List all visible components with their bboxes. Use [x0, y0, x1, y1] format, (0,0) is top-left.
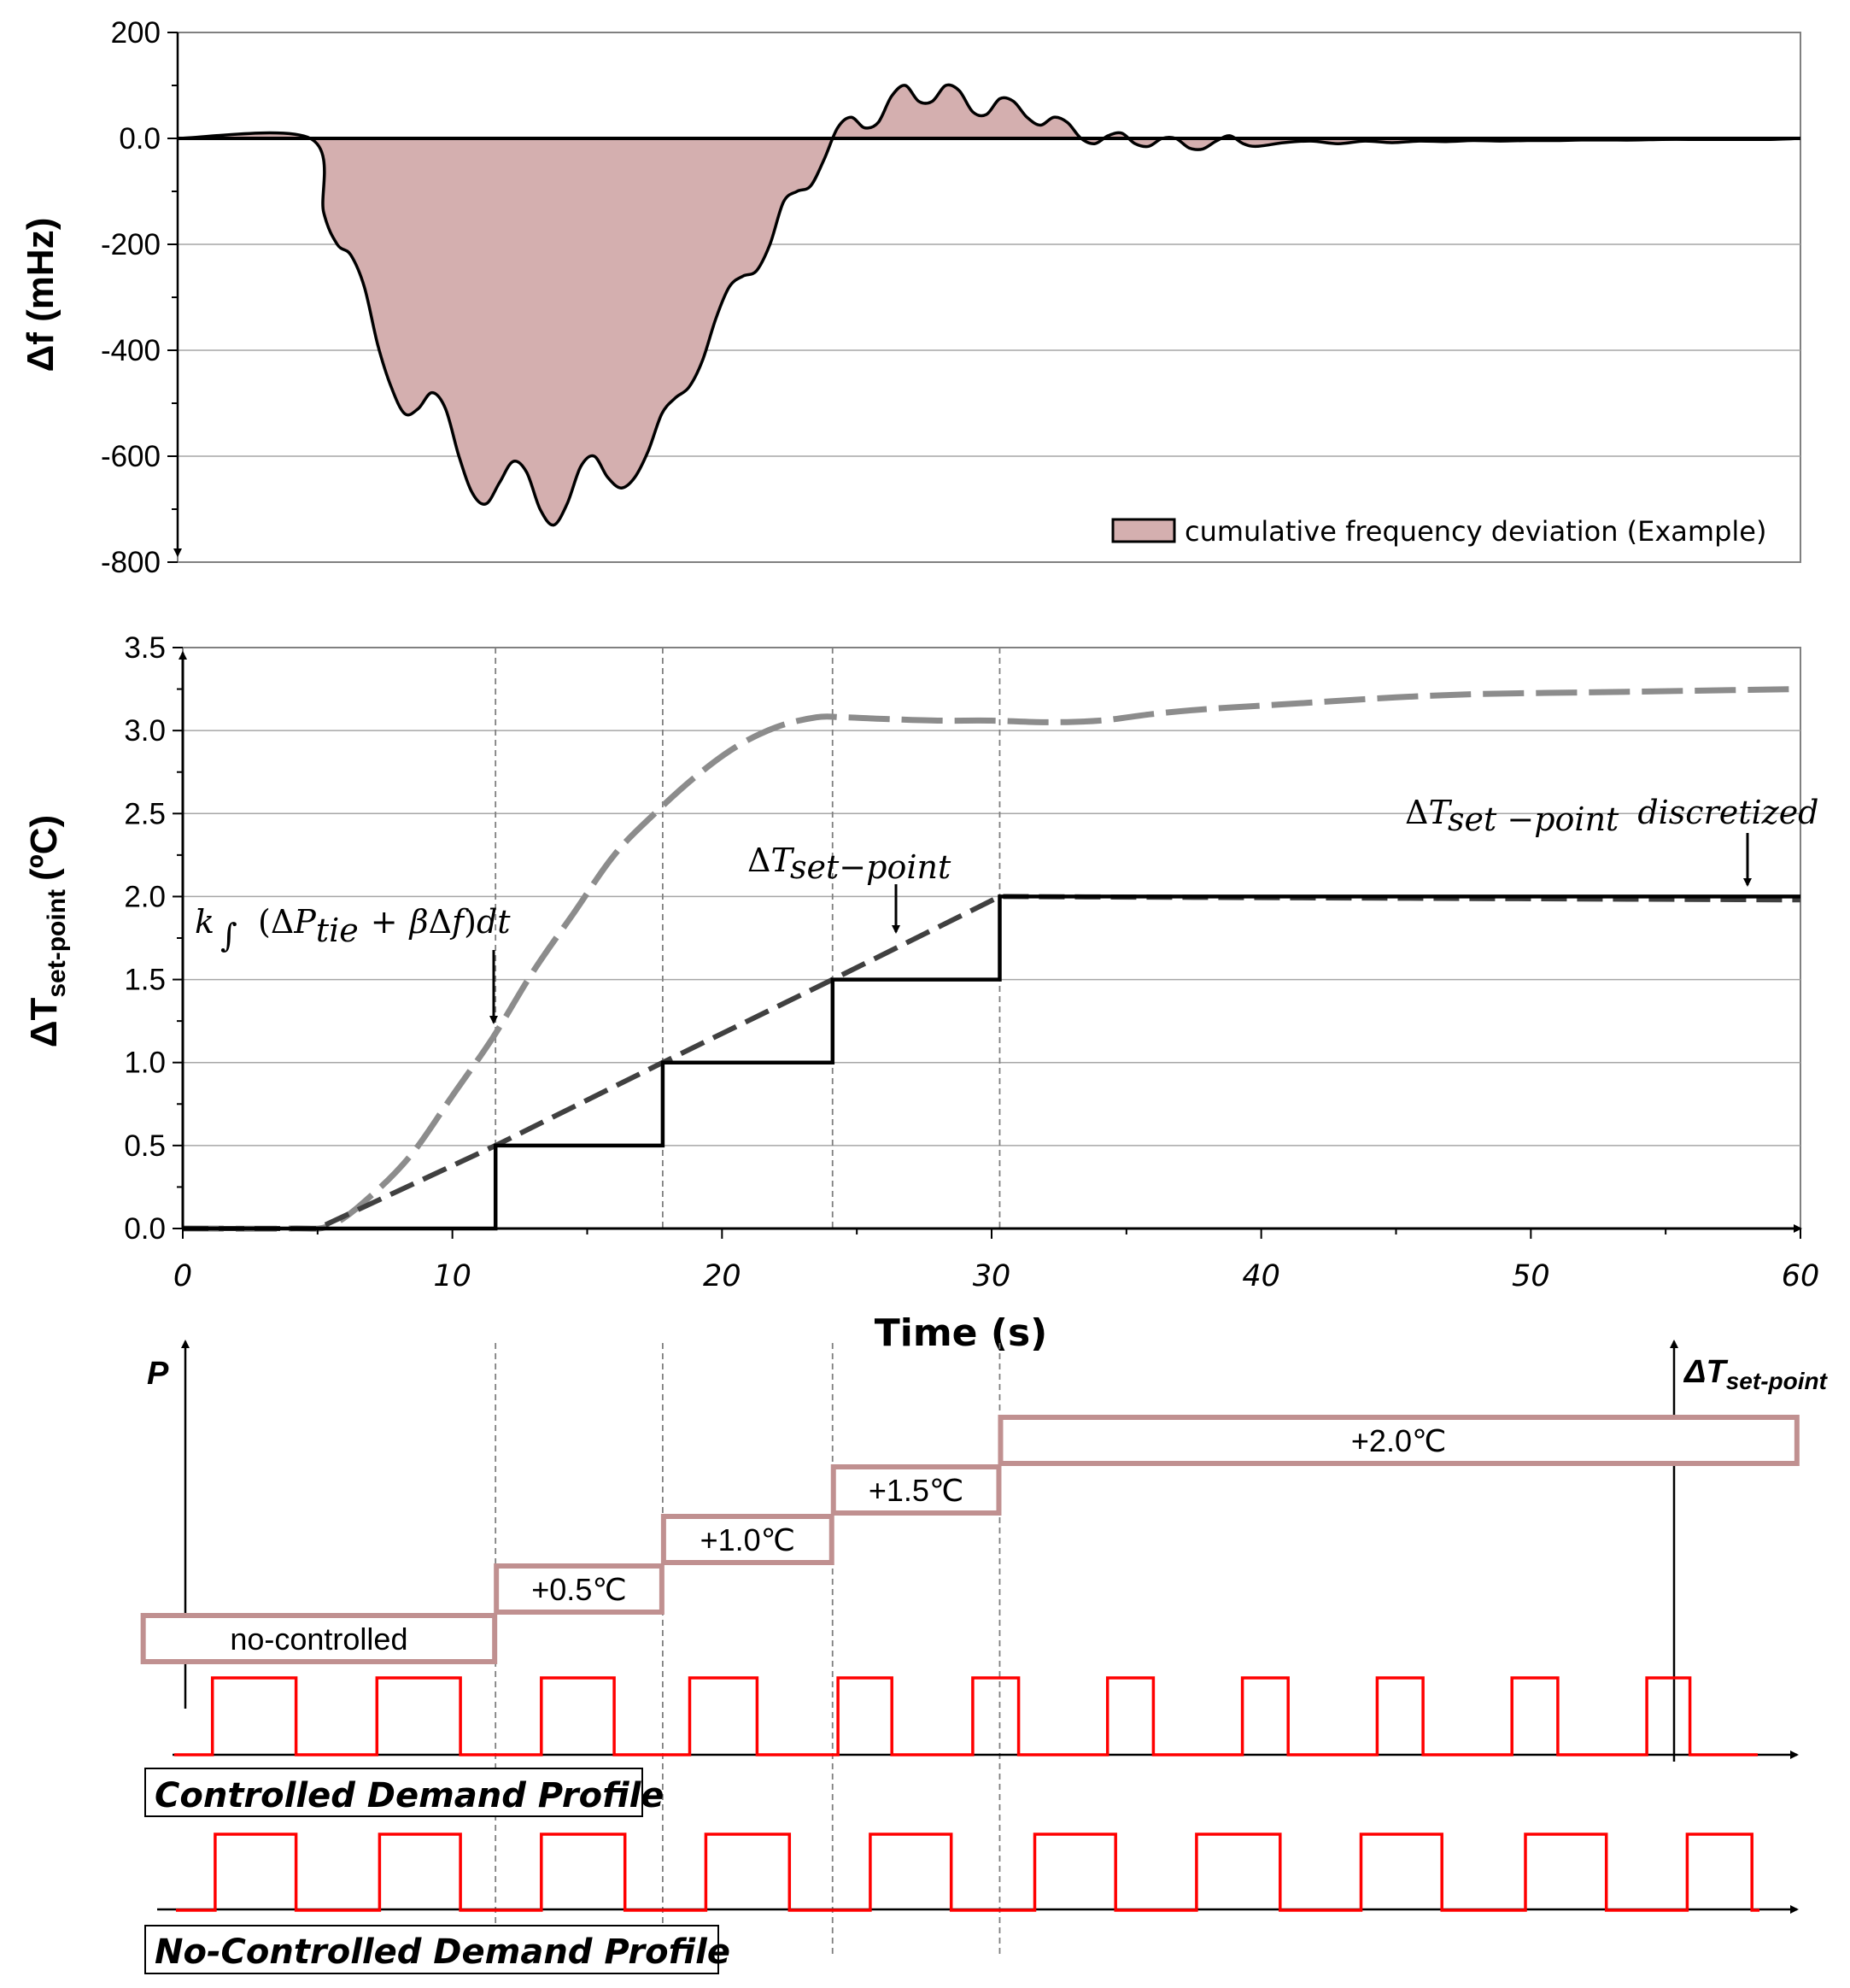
setpoint-level-box: [830, 1464, 1002, 1516]
middle-y-tick-label: 3.0: [124, 714, 166, 748]
setpoint-level-label: +1.5℃: [869, 1473, 964, 1508]
middle-gridlines: [183, 730, 1800, 1146]
top-legend: cumulative frequency deviation (Example): [1111, 515, 1766, 548]
dt-setpoint-axis-label: ΔTset-point: [1683, 1354, 1829, 1394]
top-y-tick-label: -200: [101, 228, 161, 261]
demand-step-time-lines: [495, 1343, 1001, 1956]
svg-text:(ΔPtie+βΔf)dt: (ΔPtie + βΔf)dt: [258, 903, 511, 949]
top-y-tick-label: -800: [101, 546, 161, 579]
no-controlled-profile-label-box: No-Controlled Demand Profile: [144, 1925, 730, 1974]
setpoint-level-box: [998, 1415, 1800, 1466]
middle-x-tick-label: 60: [1782, 1259, 1820, 1293]
frequency-deviation-area: [178, 85, 1800, 525]
controlled-profile-label-box: Controlled Demand Profile: [144, 1768, 664, 1817]
no-controlled-demand-pulses: [176, 1833, 1759, 1912]
discretized-step-series: [183, 894, 1800, 1231]
setpoint-annotation: ΔTset−point: [747, 842, 951, 934]
top-y-axis-label: Δf (mHz): [20, 218, 61, 372]
legend-label: cumulative frequency deviation (Example): [1185, 515, 1766, 548]
legend-swatch: [1111, 518, 1176, 543]
middle-x-axis-label: Time (s): [875, 1311, 1048, 1355]
middle-x-tick-label: 0: [173, 1259, 192, 1293]
setpoint-level-label: +1.0℃: [700, 1522, 796, 1557]
no-controlled-profile-label: No-Controlled Demand Profile: [155, 1932, 730, 1972]
discretized-annotation: ΔTset −point discretized: [1405, 794, 1819, 887]
top-y-tick-label: 0.0: [119, 122, 161, 155]
top-y-tick-label: 200: [111, 16, 161, 50]
setpoint-level-box: [660, 1514, 834, 1565]
middle-x-tick-label: 50: [1512, 1259, 1550, 1293]
middle-step-time-lines: [495, 648, 1001, 1229]
top-y-tick-label: -600: [101, 440, 161, 473]
setpoint-level-box: [494, 1563, 664, 1615]
top-y-tick-label: -400: [101, 334, 161, 367]
middle-y-axis-label: ΔTset-point(ºC): [23, 815, 71, 1047]
top-y-ticks: 200 0.0 -200 -400 -600 -800: [101, 16, 178, 579]
middle-chart: 0.0 0.5 1.0 1.5 2.0 2.5 3.0 3.5 0 10 20 30 40 50 60 Δ…: [23, 631, 1819, 1355]
middle-y-tick-label: 2.5: [124, 797, 166, 830]
controlled-profile-label: Controlled Demand Profile: [155, 1776, 664, 1815]
middle-x-tick-label: 40: [1242, 1259, 1280, 1293]
middle-x-tick-label: 30: [973, 1259, 1011, 1293]
top-chart: 200 0.0 -200 -400 -600 -800 Δf (mHz) cumulati…: [20, 16, 1801, 579]
middle-y-tick-label: 1.0: [124, 1047, 166, 1080]
middle-x-tick-label: 20: [703, 1259, 741, 1293]
setpoint-level-label: +0.5℃: [531, 1572, 627, 1607]
middle-y-ticks: 0.0 0.5 1.0 1.5 2.0 2.5 3.0 3.5: [124, 631, 183, 1246]
p-axis-label: P: [147, 1356, 169, 1392]
integral-sign: ∫: [220, 917, 237, 954]
integral-annotation: k ∫ (ΔPtie + βΔf)dt: [195, 903, 511, 1024]
middle-y-tick-label: 0.5: [124, 1129, 166, 1163]
setpoint-level-boxes: no-controlled +0.5℃ +1.0℃ +1.5℃ +2.0℃: [140, 1415, 1800, 1664]
demand-panel: P ΔTset-point no-controlled +0.5℃ +1.0℃ +1.…: [140, 1340, 1829, 1974]
controlled-demand-pulses: [174, 1676, 1758, 1756]
middle-x-ticks: 0 10 20 30 40 50 60: [173, 1229, 1819, 1293]
middle-y-tick-label: 1.5: [124, 964, 166, 997]
integral-curve-series: [182, 686, 1801, 1232]
svg-text:ΔTset−point: ΔTset−point: [747, 842, 951, 886]
setpoint-level-box: [140, 1613, 498, 1664]
svg-text:k: k: [195, 903, 214, 941]
middle-y-tick-label: 3.5: [124, 631, 166, 665]
middle-y-tick-label: 0.0: [124, 1212, 166, 1246]
setpoint-level-label: +2.0℃: [1351, 1423, 1447, 1458]
setpoint-level-label: no-controlled: [230, 1621, 407, 1657]
middle-x-tick-label: 10: [433, 1259, 471, 1293]
middle-y-tick-label: 2.0: [124, 880, 166, 913]
frequency-deviation-line: [177, 83, 1801, 527]
